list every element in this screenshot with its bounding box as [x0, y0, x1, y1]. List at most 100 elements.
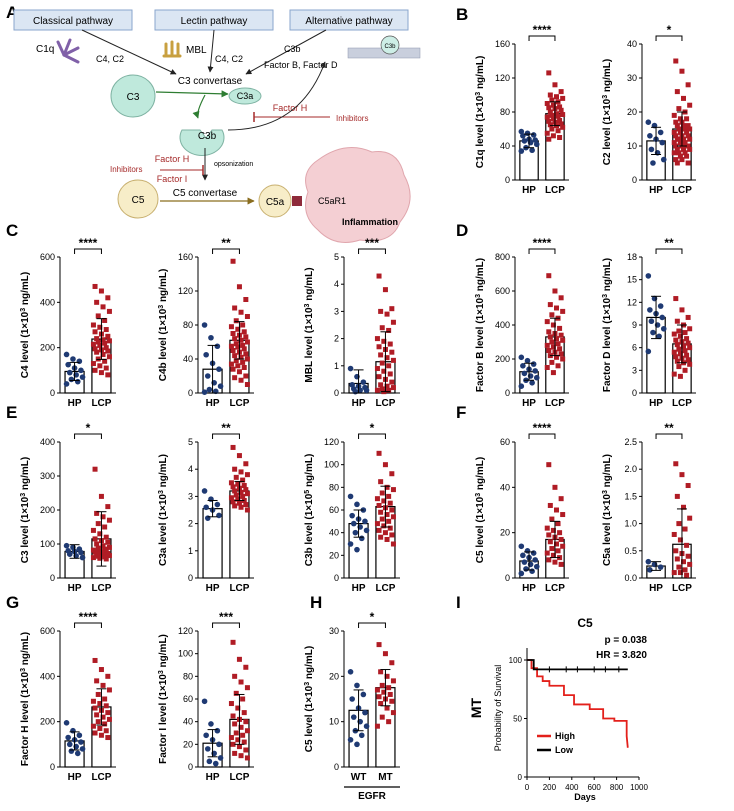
- data-point: [681, 146, 687, 152]
- y-tick-label: 4: [334, 279, 339, 289]
- data-point: [518, 148, 525, 154]
- data-point: [674, 342, 680, 348]
- data-point: [244, 339, 250, 345]
- data-point: [552, 484, 558, 490]
- data-point: [374, 723, 380, 729]
- data-point: [378, 479, 384, 485]
- data-point: [685, 483, 691, 489]
- significance-stars: **: [664, 236, 674, 250]
- data-point: [90, 698, 96, 704]
- data-point: [386, 685, 392, 691]
- data-point: [63, 542, 70, 549]
- data-point: [384, 512, 390, 518]
- data-point: [352, 529, 359, 536]
- category-label: LCP: [672, 583, 692, 594]
- data-point: [657, 303, 664, 309]
- y-tick-label: 800: [495, 252, 510, 262]
- data-point: [685, 123, 691, 129]
- data-point: [228, 324, 234, 330]
- data-point: [546, 273, 552, 279]
- y-tick-label: 100: [509, 656, 523, 665]
- data-point: [374, 687, 380, 693]
- data-point: [677, 129, 683, 135]
- data-point: [684, 129, 690, 135]
- data-point: [382, 651, 388, 657]
- data-point: [244, 491, 250, 497]
- data-point: [550, 116, 556, 122]
- y-tick-label: 80: [329, 482, 339, 492]
- category-label: LCP: [91, 772, 111, 783]
- data-point: [659, 139, 666, 146]
- data-point: [68, 748, 75, 754]
- data-point: [681, 95, 687, 101]
- significance-stars: **: [664, 421, 674, 435]
- data-point: [390, 678, 396, 684]
- y-tick-label: 120: [324, 437, 339, 447]
- y-tick-label: 0: [505, 175, 510, 185]
- bar-panel-c3b: 0 20 40 60 80 100 120 C3b level (1×105 ng/mL) HP…: [304, 421, 400, 594]
- data-point: [518, 128, 525, 135]
- data-point: [379, 516, 385, 522]
- data-point: [238, 309, 244, 315]
- data-point: [347, 365, 354, 372]
- data-point: [79, 554, 86, 561]
- data-point: [676, 328, 682, 334]
- data-point: [374, 366, 380, 372]
- data-point: [674, 318, 680, 324]
- data-point: [549, 516, 555, 522]
- data-point: [557, 118, 563, 123]
- data-point: [384, 383, 390, 389]
- category-label: LCP: [672, 398, 692, 409]
- bar-panel-factor_h: G 0 200 400 600 Factor H level (1×103 ng/mL) H…: [6, 593, 116, 783]
- data-point: [233, 690, 239, 696]
- data-point: [217, 383, 224, 390]
- data-point: [547, 502, 553, 508]
- data-point: [550, 344, 556, 350]
- data-point: [687, 326, 693, 332]
- data-point: [228, 495, 234, 501]
- y-tick-label: 120: [178, 626, 193, 636]
- data-point: [550, 552, 556, 558]
- data-point: [201, 389, 208, 395]
- data-point: [349, 512, 355, 519]
- data-point: [216, 366, 222, 373]
- data-point: [529, 147, 535, 154]
- data-point: [240, 732, 246, 738]
- data-point: [676, 564, 682, 570]
- data-point: [544, 319, 550, 325]
- data-point: [232, 336, 238, 342]
- data-point: [102, 358, 108, 364]
- data-point: [656, 333, 662, 340]
- data-point: [235, 705, 241, 711]
- significance-stars: *: [86, 421, 91, 435]
- data-point: [558, 351, 564, 357]
- data-point: [384, 355, 390, 361]
- data-point: [241, 483, 247, 489]
- data-point: [204, 515, 211, 521]
- data-point: [241, 329, 247, 335]
- data-point: [66, 741, 73, 748]
- data-point: [673, 354, 679, 360]
- y-tick-label: 4: [188, 464, 193, 474]
- data-point: [238, 354, 244, 360]
- y-tick-label: 200: [40, 343, 55, 353]
- data-point: [673, 119, 679, 125]
- data-point: [549, 546, 555, 552]
- data-point: [354, 682, 360, 689]
- data-point: [676, 521, 682, 527]
- data-point: [235, 496, 241, 502]
- data-point: [92, 283, 98, 289]
- significance-stars: **: [221, 236, 231, 250]
- data-point: [684, 116, 690, 122]
- data-point: [544, 365, 550, 370]
- category-label: LCP: [229, 772, 249, 783]
- bar-panel-c3: E 0 100 200 300 400 C3 level (1×103 ng/mL) HP LC…: [6, 403, 116, 594]
- data-point: [390, 514, 396, 520]
- data-point: [544, 130, 550, 136]
- data-point: [532, 368, 539, 374]
- y-tick-label: 5: [334, 252, 339, 262]
- data-point: [521, 138, 528, 144]
- data-point: [350, 714, 357, 720]
- c5-label: C5: [132, 195, 145, 206]
